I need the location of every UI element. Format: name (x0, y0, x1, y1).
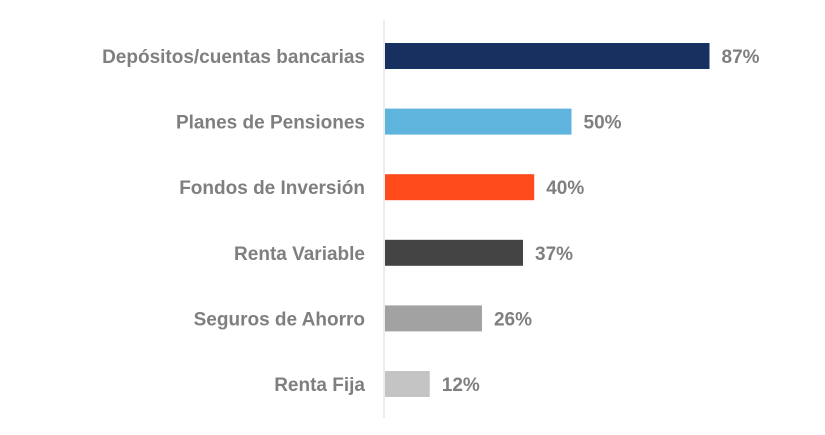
category-label: Renta Fija (274, 375, 365, 396)
category-label: Seguros de Ahorro (194, 309, 365, 330)
bar (385, 43, 710, 69)
value-label: 12% (442, 375, 480, 396)
category-label: Depósitos/cuentas bancarias (102, 47, 365, 68)
value-label: 87% (722, 47, 760, 68)
bar (385, 174, 535, 201)
bar (385, 371, 430, 397)
bar (385, 239, 524, 266)
category-label: Fondos de Inversión (179, 178, 365, 199)
bars-group: Depósitos/cuentas bancarias 87% Planes de … (102, 43, 760, 397)
category-label: Renta Variable (234, 244, 365, 265)
value-label: 50% (584, 113, 622, 134)
bar (385, 305, 482, 332)
value-label: 40% (546, 178, 584, 199)
value-label: 26% (494, 309, 532, 330)
bar (385, 108, 572, 135)
value-label: 37% (535, 244, 573, 265)
category-label: Planes de Pensiones (176, 113, 365, 134)
